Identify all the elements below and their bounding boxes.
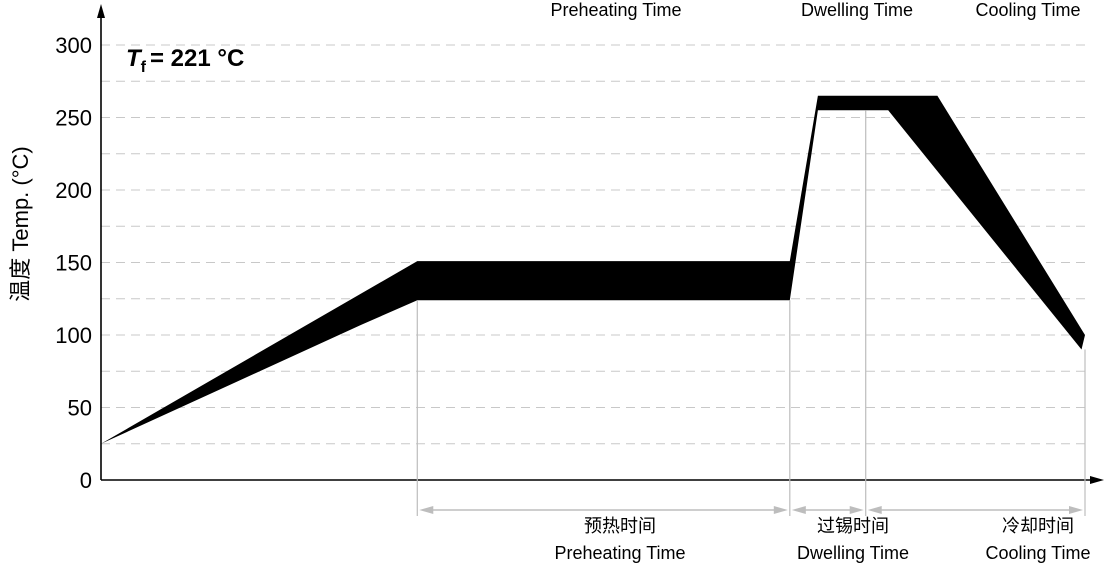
y-tick-labels: 0 50 100 150 200 250 300 [55, 33, 92, 493]
phase-arrow-head-right [849, 506, 864, 514]
tf-symbol: T [126, 45, 143, 72]
y-tick-label: 300 [55, 33, 92, 58]
phase-arrow-head-right [773, 506, 788, 514]
series-band [101, 95, 1085, 444]
phase-arrow-head-left [419, 506, 434, 514]
phase-label-zh: 预热时间 [584, 516, 656, 536]
phase-arrow-head-left [867, 506, 882, 514]
phase-label-zh: 冷却时间 [1002, 516, 1074, 536]
phase-label-zh: 过锡时间 [817, 516, 889, 536]
phase-label-en-top: Cooling Time [975, 0, 1080, 20]
tf-value: = 221 °C [150, 45, 244, 72]
y-tick-label: 100 [55, 323, 92, 348]
y-axis-arrow [97, 4, 105, 18]
temperature-band [101, 95, 1085, 444]
y-tick-label: 250 [55, 106, 92, 131]
axes [97, 4, 1104, 484]
phase-arrow-head-left [791, 506, 806, 514]
phase-arrow-head-right [1069, 506, 1083, 514]
y-tick-label: 200 [55, 178, 92, 203]
y-tick-label: 150 [55, 251, 92, 276]
y-tick-label: 0 [80, 468, 92, 493]
phase-label-en: Cooling Time [985, 543, 1090, 563]
tf-annotation: Tf = 221 °C [126, 45, 244, 76]
y-tick-label: 50 [68, 396, 92, 421]
phase-label-en: Preheating Time [554, 543, 685, 563]
phase-label-en: Dwelling Time [797, 543, 909, 563]
x-axis-arrow [1090, 476, 1104, 484]
y-axis-label: 温度 Temp. (°C) [8, 146, 33, 301]
phase-annotations: 预热时间 Preheating Time 过锡时间 Dwelling Time 冷却时间… [416, 0, 1091, 563]
phase-label-en-top: Dwelling Time [801, 0, 913, 20]
tf-subscript: f [141, 59, 147, 76]
phase-label-en-top: Preheating Time [550, 0, 681, 20]
